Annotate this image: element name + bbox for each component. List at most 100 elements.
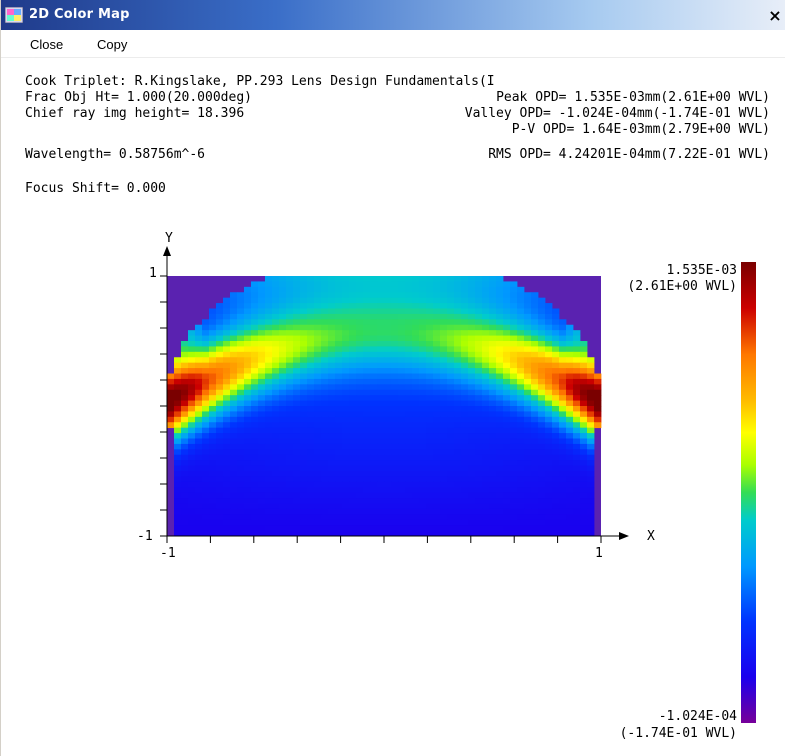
heatmap-cell: [363, 308, 371, 315]
heatmap-cell: [426, 519, 434, 526]
heatmap-cell: [524, 492, 532, 499]
heatmap-cell: [321, 487, 329, 494]
heatmap-cell: [496, 465, 504, 472]
heatmap-cell: [412, 384, 420, 391]
heatmap-cell: [531, 492, 539, 499]
heatmap-cell: [377, 498, 385, 504]
heatmap-cell: [496, 286, 504, 293]
heatmap-cell: [244, 530, 252, 537]
heatmap-cell: [195, 492, 203, 499]
heatmap-cell: [531, 400, 539, 407]
heatmap-cell: [461, 471, 469, 477]
heatmap-cell: [335, 351, 343, 358]
heatmap-cell: [433, 519, 441, 526]
heatmap-cell: [468, 454, 476, 461]
heatmap-cell: [496, 481, 504, 488]
heatmap-cell: [307, 487, 315, 494]
heatmap-cell: [573, 492, 581, 499]
heatmap-cell: [356, 313, 364, 320]
heatmap-cell: [566, 525, 574, 531]
heatmap-cell: [230, 373, 238, 380]
heatmap-cell: [566, 519, 574, 526]
wavelength: Wavelength= 0.58756m^-6: [25, 147, 206, 162]
heatmap-cell: [433, 341, 441, 347]
heatmap-cell: [580, 346, 588, 353]
heatmap-cell: [363, 406, 371, 412]
heatmap-cell: [349, 319, 357, 326]
heatmap-cell: [545, 308, 553, 315]
heatmap-cell: [300, 330, 308, 336]
heatmap-cell: [251, 508, 259, 515]
heatmap-cell: [594, 389, 602, 396]
heatmap-cell: [440, 427, 448, 434]
heatmap-cell: [496, 503, 504, 510]
heatmap-cell: [377, 362, 385, 369]
heatmap-cell: [496, 297, 504, 304]
heatmap-cell: [230, 514, 238, 521]
heatmap-cell: [377, 422, 385, 429]
heatmap-cell: [209, 362, 217, 369]
heatmap-cell: [384, 297, 392, 304]
close-window-icon[interactable]: ×: [768, 6, 782, 25]
heatmap-cell: [489, 460, 497, 466]
heatmap-cell: [405, 443, 413, 450]
heatmap-cell: [223, 514, 231, 521]
title-bar[interactable]: 2D Color Map: [1, 0, 785, 30]
heatmap-cell: [356, 276, 364, 282]
heatmap-cell: [405, 400, 413, 407]
heatmap-cell: [279, 292, 287, 299]
heatmap-cell: [545, 487, 553, 494]
heatmap-cell: [307, 460, 315, 466]
heatmap-cell: [545, 449, 553, 456]
heatmap-cell: [552, 454, 560, 461]
heatmap-cell: [265, 368, 273, 374]
heatmap-cell: [335, 357, 343, 364]
heatmap-cell: [265, 460, 273, 466]
heatmap-cell: [454, 351, 462, 358]
heatmap-cell: [405, 335, 413, 342]
heatmap-cell: [167, 389, 175, 396]
heatmap-cell: [426, 514, 434, 521]
heatmap-cell: [328, 324, 336, 331]
heatmap-cell: [503, 519, 511, 526]
heatmap-cell: [440, 508, 448, 515]
heatmap-cell: [468, 303, 476, 309]
heatmap-cell: [461, 465, 469, 472]
heatmap-cell: [188, 427, 196, 434]
heatmap-cell: [405, 406, 413, 412]
heatmap-cell: [496, 498, 504, 504]
heatmap-cell: [545, 525, 553, 531]
heatmap-cell: [286, 503, 294, 510]
menu-copy[interactable]: Copy: [97, 37, 128, 52]
heatmap-cell: [265, 319, 273, 326]
heatmap-cell: [384, 303, 392, 309]
heatmap-cell: [475, 362, 483, 369]
heatmap-cell: [391, 319, 399, 326]
heatmap-cell: [307, 443, 315, 450]
heatmap-cell: [342, 433, 350, 439]
heatmap-cell: [468, 373, 476, 380]
heatmap-cell: [468, 503, 476, 510]
heatmap-cell: [349, 292, 357, 299]
heatmap-cell: [286, 481, 294, 488]
heatmap-cell: [244, 324, 252, 331]
heatmap-cell: [573, 514, 581, 521]
heatmap-cell: [524, 471, 532, 477]
heatmap-cell: [265, 492, 273, 499]
heatmap-cell: [489, 476, 497, 483]
heatmap-cell: [293, 503, 301, 510]
heatmap-cell: [265, 422, 273, 429]
heatmap-cell: [419, 292, 427, 299]
heatmap-cell: [559, 530, 567, 537]
heatmap-cell: [237, 341, 245, 347]
heatmap-cell: [216, 330, 224, 336]
heatmap-cell: [209, 373, 217, 380]
heatmap-cell: [363, 519, 371, 526]
heatmap-cell: [216, 449, 224, 456]
heatmap-cell: [433, 303, 441, 309]
menu-close[interactable]: Close: [30, 37, 64, 52]
heatmap-cell: [384, 508, 392, 515]
heatmap-cell: [391, 335, 399, 342]
heatmap-cell: [580, 378, 588, 385]
heatmap-cell: [398, 362, 406, 369]
